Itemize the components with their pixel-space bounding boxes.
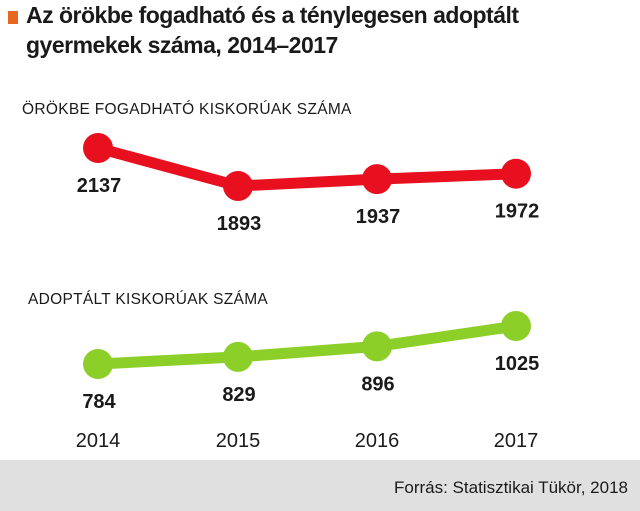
series-2-point [501, 311, 531, 341]
series-2-line [92, 320, 522, 370]
series-2-value-label: 784 [82, 391, 116, 413]
footer-bar [0, 460, 640, 511]
series-2: 784 829 896 1025 [82, 311, 539, 413]
x-tick-label: 2016 [355, 430, 400, 452]
series-1: 2137 1893 1937 1972 [77, 133, 540, 235]
series-1-value-label: 1937 [356, 206, 401, 228]
series-2-point [83, 349, 113, 379]
chart-plot: ÖRÖKBE FOGADHATÓ KISKORÚAK SZÁMA ADOPTÁL… [22, 100, 540, 452]
x-tick-label: 2017 [494, 430, 539, 452]
series-2-point [362, 331, 392, 362]
series-2-value-label: 896 [361, 373, 394, 395]
series-1-value-label: 1893 [217, 213, 262, 235]
x-tick-label: 2015 [216, 430, 261, 452]
chart-title-line-1: Az örökbe fogadható és a ténylegesen ado… [26, 2, 519, 28]
series-1-value-label: 2137 [77, 175, 122, 197]
series-2-value-label: 829 [222, 384, 255, 406]
series-1-point [223, 171, 253, 201]
series-2-point [223, 341, 253, 372]
series-1-point [83, 133, 113, 163]
series-1-point [501, 158, 531, 189]
x-axis: 2014 2015 2016 2017 [76, 430, 539, 452]
x-tick-label: 2014 [76, 430, 121, 452]
source-note: Forrás: Statisztikai Tükör, 2018 [393, 478, 628, 497]
series-1-line [92, 142, 522, 192]
series-2-value-label: 1025 [495, 353, 540, 375]
series-1-value-label: 1972 [495, 201, 540, 223]
title-marker [8, 11, 18, 24]
series-1-point [362, 164, 392, 195]
series-1-label: ÖRÖKBE FOGADHATÓ KISKORÚAK SZÁMA [22, 100, 352, 118]
chart-title-line-2: gyermekek száma, 2014–2017 [26, 32, 338, 58]
series-2-label: ADOPTÁLT KISKORÚAK SZÁMA [28, 291, 268, 308]
